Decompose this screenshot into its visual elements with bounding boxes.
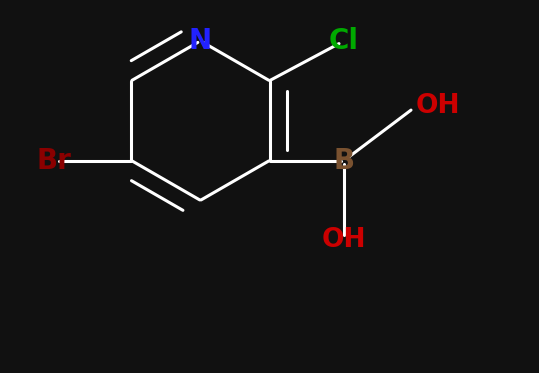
Text: Cl: Cl [329,27,359,55]
Text: Br: Br [37,147,72,175]
Text: OH: OH [416,93,460,119]
Text: OH: OH [322,228,367,253]
Text: B: B [334,147,355,175]
Text: N: N [189,27,212,55]
